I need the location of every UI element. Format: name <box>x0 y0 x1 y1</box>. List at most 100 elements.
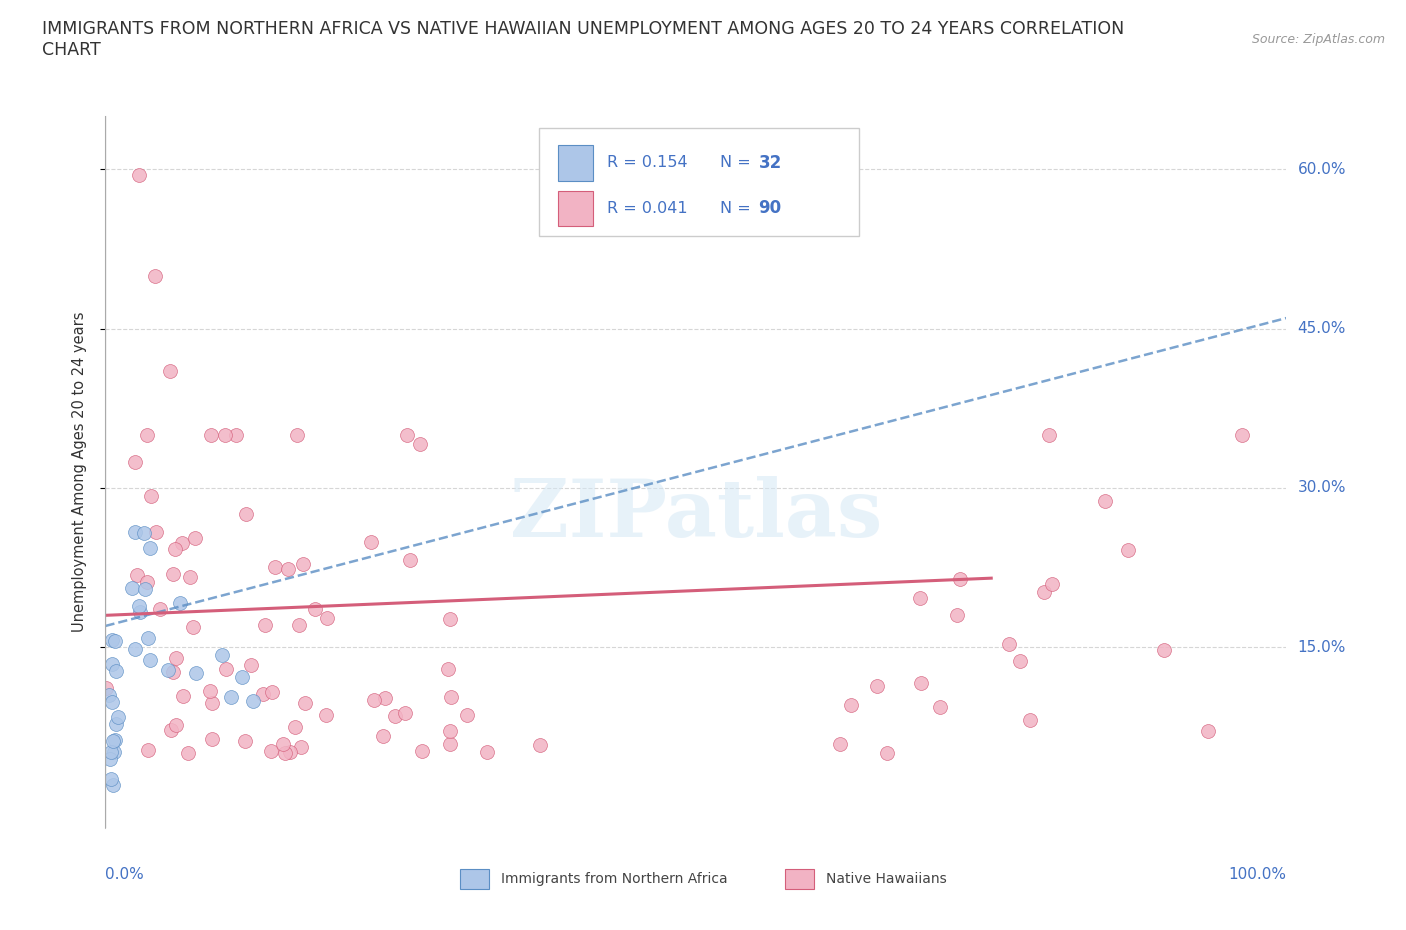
Point <box>159 723 181 737</box>
Point <box>290 739 312 754</box>
Point <box>127 568 149 583</box>
Point <box>374 691 396 706</box>
Point <box>271 737 294 751</box>
Text: 30.0%: 30.0% <box>1298 481 1346 496</box>
Point <box>399 552 422 567</box>
Point <box>186 666 208 681</box>
Point <box>200 428 222 443</box>
Point <box>910 675 932 690</box>
Point <box>1153 643 1175 658</box>
Point <box>184 531 207 546</box>
Point <box>105 664 128 679</box>
Text: 100.0%: 100.0% <box>1229 867 1286 882</box>
Point <box>100 772 122 787</box>
Point <box>273 746 295 761</box>
Text: N =: N = <box>720 155 755 170</box>
Text: ZIPatlas: ZIPatlas <box>510 475 882 553</box>
Point <box>866 679 889 694</box>
Point <box>179 569 201 584</box>
Point <box>233 734 256 749</box>
Text: Immigrants from Northern Africa: Immigrants from Northern Africa <box>501 872 728 886</box>
FancyBboxPatch shape <box>785 869 814 889</box>
Text: 90: 90 <box>759 199 782 218</box>
Point <box>1008 654 1031 669</box>
Point <box>440 689 463 704</box>
Point <box>101 656 124 671</box>
FancyBboxPatch shape <box>558 191 593 226</box>
Point <box>143 268 166 283</box>
Point <box>201 731 224 746</box>
Point <box>101 632 124 647</box>
Point <box>134 581 156 596</box>
Point <box>101 694 124 709</box>
Point <box>1019 712 1042 727</box>
Point <box>101 777 124 792</box>
Point <box>104 717 127 732</box>
Point <box>260 684 283 699</box>
Point <box>998 636 1021 651</box>
Point <box>411 743 433 758</box>
Point <box>1232 428 1254 443</box>
Point <box>253 618 276 632</box>
Point <box>945 607 967 622</box>
Point <box>360 535 382 550</box>
Point <box>1198 724 1220 738</box>
Point <box>159 364 181 379</box>
Point <box>104 733 127 748</box>
Point <box>396 428 419 443</box>
Point <box>172 688 194 703</box>
Point <box>285 428 308 443</box>
Point <box>231 670 253 684</box>
Point <box>294 696 316 711</box>
Point <box>288 618 311 632</box>
Text: 60.0%: 60.0% <box>1298 162 1346 177</box>
Point <box>139 652 162 667</box>
Point <box>477 744 499 759</box>
Point <box>876 746 898 761</box>
Point <box>141 488 163 503</box>
Point <box>169 596 191 611</box>
Point <box>149 602 172 617</box>
Point <box>201 696 224 711</box>
Point <box>157 663 180 678</box>
Point <box>949 571 972 586</box>
Point <box>136 428 159 443</box>
Point <box>277 562 299 577</box>
Text: Source: ZipAtlas.com: Source: ZipAtlas.com <box>1251 33 1385 46</box>
Point <box>165 718 187 733</box>
Point <box>124 455 146 470</box>
Point <box>439 724 461 738</box>
Point <box>98 688 121 703</box>
Point <box>316 611 339 626</box>
Point <box>219 689 242 704</box>
Point <box>278 745 301 760</box>
Point <box>1033 585 1056 600</box>
Text: 15.0%: 15.0% <box>1298 640 1346 655</box>
Point <box>138 631 160 645</box>
Point <box>139 540 162 555</box>
Point <box>214 428 236 443</box>
Point <box>101 734 124 749</box>
Text: Native Hawaiians: Native Hawaiians <box>825 872 946 886</box>
Point <box>129 604 152 619</box>
Point <box>177 745 200 760</box>
Point <box>128 167 150 182</box>
Point <box>162 664 184 679</box>
Point <box>100 744 122 759</box>
Point <box>1038 428 1060 443</box>
Point <box>409 437 432 452</box>
Point <box>165 542 187 557</box>
Text: 32: 32 <box>759 153 782 172</box>
Y-axis label: Unemployment Among Ages 20 to 24 years: Unemployment Among Ages 20 to 24 years <box>72 312 87 632</box>
Point <box>162 566 184 581</box>
Point <box>128 599 150 614</box>
Point <box>211 647 233 662</box>
FancyBboxPatch shape <box>558 145 593 180</box>
Point <box>363 693 385 708</box>
Point <box>215 661 238 676</box>
Point <box>98 751 121 766</box>
Point <box>839 698 862 712</box>
Point <box>384 708 406 723</box>
Point <box>292 557 315 572</box>
Point <box>828 737 851 751</box>
